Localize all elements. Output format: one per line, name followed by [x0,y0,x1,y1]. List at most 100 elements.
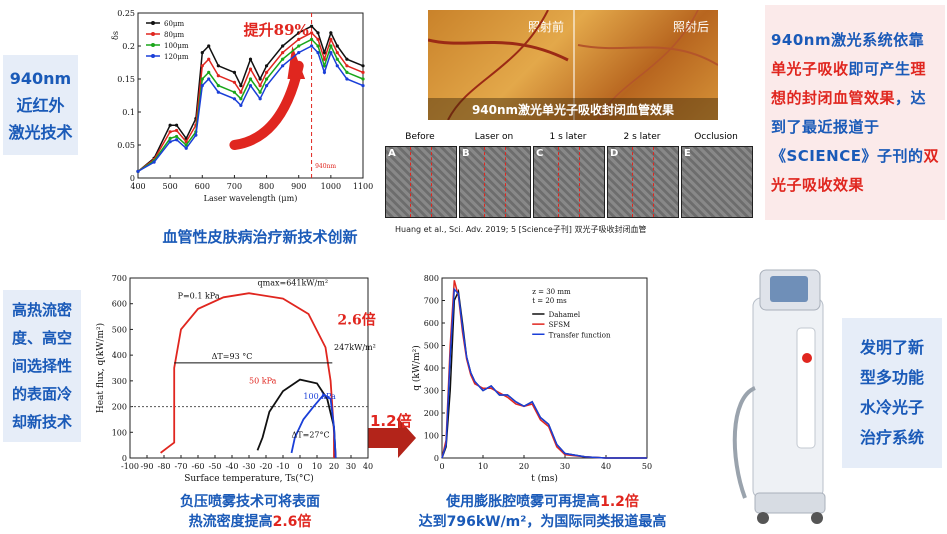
x-tick-label: -60 [192,462,205,471]
series-line [441,288,647,459]
micro-panel-letter: E [684,148,691,159]
x-tick-label: 600 [195,182,210,191]
photo-after-label: 照射后 [673,20,710,34]
series-label: 50 kPa [249,376,277,385]
micro-panel: Laser on B [459,132,531,218]
improvement-label: 提升89% [244,21,309,39]
series-point [297,31,301,35]
y-tick-label: 0.25 [117,9,135,18]
legend-marker [151,54,155,58]
citation: Huang et al., Sci. Adv. 2019; 5 [Science… [395,225,647,234]
series-point [232,70,237,74]
series-point [309,37,314,42]
micro-panel-letter: A [388,148,396,159]
legend-label: 60μm [164,20,184,28]
y-tick-label: 800 [424,274,439,283]
series-point [335,64,339,68]
series-point [168,123,172,127]
series-point [168,130,172,134]
series-point [239,84,243,88]
invention-line: 型多功能 [859,368,924,387]
x-tick-label: 40 [601,462,611,471]
invention-box: 发明了新 型多功能 水冷光子 治疗系统 [842,318,942,468]
caption-bottom-mid-line2: 达到796kW/m²，为国际同类报道最高 [418,514,667,530]
improvement-arrow-head [287,46,306,79]
arrow-1-2-label: 1.2倍 [370,412,412,430]
x-tick-label: 40 [363,462,373,471]
series-point [309,31,314,35]
series-point [258,97,262,101]
series-point [345,64,349,68]
legend-label: 100μm [164,42,189,50]
invention-line: 发明了新 [859,338,924,357]
plot-frame [441,277,648,459]
ratio-label: 2.6倍 [337,311,375,328]
series-point [322,70,327,74]
near-infrared-box: 940nm 近红外 激光技术 [3,55,78,155]
series-line [441,280,647,459]
micro-row: Before A Laser on B 1 s later C 2 s later D Occl… [385,132,757,220]
series-point [216,64,220,68]
series-point [297,51,301,55]
series-point [207,44,211,48]
x-tick-label: 10 [312,462,322,471]
micro-panel-label: 1 s later [549,132,587,142]
series-point [184,146,188,150]
micro-panel-image: D [607,146,679,218]
caption-bottom-mid-line1: 使用膨胀腔喷雾可再提高1.2倍 [395,492,690,512]
y-tick-label: 0 [130,174,135,183]
series-point [281,57,285,61]
y-tick-label: 100 [424,432,439,441]
series-point [184,143,188,147]
photo-divider [573,10,575,120]
series-point [329,37,333,42]
x-tick-label: 700 [227,182,242,191]
series-point [216,74,220,78]
series-point [248,67,253,71]
x-tick-label: 1000 [321,182,341,191]
series-point [258,84,262,88]
legend-label: Dahamel [549,311,581,319]
vessel-outline [632,147,654,217]
y-tick-label: 200 [112,403,127,412]
caption-text: 使用膨胀腔喷雾可再提高 [446,494,601,510]
x-tick-label: 1100 [353,182,373,191]
device-illustration [725,268,835,528]
caption-highlight: 1.2倍 [600,494,639,510]
surface-cooling-line: 的表面冷 [11,385,72,403]
micro-panel: Before A [385,132,457,218]
legend-label: 80μm [164,31,184,39]
x-tick-label: 10 [478,462,488,471]
series-point [264,70,269,74]
y-tick-label: 400 [424,364,439,373]
series-point [200,51,204,55]
series-label: 100 kPa [303,392,336,401]
series-point [361,84,365,88]
x-tick-label: -100 [121,462,139,471]
photo-caption: 940nm激光单光子吸收封闭血管效果 [471,102,675,117]
series-point [281,44,285,48]
series-point [316,31,320,35]
series-point [297,37,301,42]
series-point [174,134,179,139]
series-point [184,140,188,144]
x-axis-label: Surface temperature, Ts(°C) [184,473,314,484]
single-photon-box: 940nm激光系统依靠单光子吸收即可产生理想的封闭血管效果，达到了最近报道于《S… [765,5,945,220]
series-point [264,84,269,88]
y-tick-label: 400 [112,351,127,360]
series-point [174,138,179,142]
legend-label: SFSM [549,321,571,329]
micro-panel-letter: B [462,148,470,159]
series-point [322,64,327,68]
surface-cooling-line: 却新技术 [11,413,72,431]
series-point [216,90,220,94]
series-point [335,44,339,48]
caption-highlight: 2.6倍 [272,514,312,530]
series-point [316,37,320,42]
x-tick-label: 400 [130,182,145,191]
series-point [361,77,365,81]
micro-panel-letter: D [610,148,619,159]
series-point [258,77,262,81]
micro-panel-image: E [681,146,753,218]
x-tick-label: 20 [519,462,529,471]
